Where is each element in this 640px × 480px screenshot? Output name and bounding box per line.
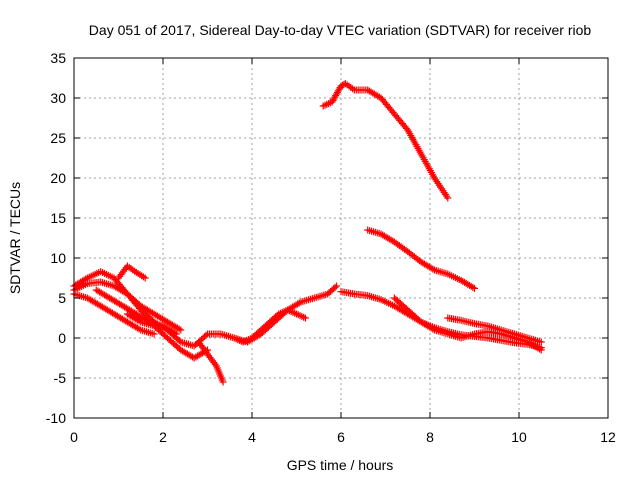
data-point <box>537 346 545 354</box>
data-point <box>135 317 143 325</box>
data-point <box>177 326 185 334</box>
series-pass-l <box>444 314 545 346</box>
data-point <box>172 330 180 338</box>
data-point <box>202 331 210 339</box>
series-pass-c <box>70 290 158 338</box>
data-point <box>171 329 179 337</box>
data-point <box>429 325 437 333</box>
y-tick-label: 5 <box>58 290 66 306</box>
x-tick-label: 0 <box>70 429 78 445</box>
data-point <box>301 314 309 322</box>
data-point <box>211 360 219 368</box>
series-pass-h <box>319 80 452 202</box>
series-pass-d <box>115 262 149 282</box>
y-tick-label: 25 <box>50 130 66 146</box>
x-tick-label: 12 <box>600 429 616 445</box>
x-tick-label: 4 <box>248 429 256 445</box>
data-point <box>150 330 158 338</box>
data-point <box>471 284 478 292</box>
x-axis-label: GPS time / hours <box>287 457 394 473</box>
data-point <box>536 345 544 353</box>
data-point <box>537 338 545 346</box>
axis-ticks: 0 2 4 6 8 10 12 -10 -5 0 5 10 15 20 25 30 35 <box>46 50 616 445</box>
data-point <box>469 283 477 291</box>
chart-title: Day 051 of 2017, Sidereal Day-to-day VTE… <box>89 22 592 38</box>
series-pass-k <box>390 294 545 354</box>
y-tick-label: 10 <box>50 250 66 266</box>
data-point <box>337 82 345 90</box>
data-point <box>295 299 303 307</box>
series-pass-m <box>230 306 309 346</box>
y-tick-label: 0 <box>58 330 66 346</box>
y-tick-label: 35 <box>50 50 66 66</box>
data-point <box>331 283 339 291</box>
y-axis-label: SDTVAR / TECUs <box>7 182 23 294</box>
series-pass-e <box>92 286 180 338</box>
x-tick-label: 6 <box>337 429 345 445</box>
data-point <box>429 265 437 273</box>
data-point <box>333 282 341 290</box>
data-points <box>70 80 545 386</box>
x-tick-label: 10 <box>511 429 527 445</box>
y-tick-label: 15 <box>50 210 66 226</box>
y-tick-label: -10 <box>46 410 66 426</box>
y-tick-label: -5 <box>54 370 67 386</box>
y-tick-label: 20 <box>50 170 66 186</box>
series-pass-b <box>70 278 185 334</box>
x-tick-label: 8 <box>426 429 434 445</box>
data-point <box>175 325 183 333</box>
data-point <box>219 378 227 386</box>
data-point <box>444 194 452 202</box>
x-tick-label: 2 <box>159 429 167 445</box>
y-tick-label: 30 <box>50 90 66 106</box>
data-point <box>135 325 143 333</box>
series-pass-g <box>195 338 227 386</box>
data-point <box>141 274 149 282</box>
series-pass-i <box>364 226 478 292</box>
